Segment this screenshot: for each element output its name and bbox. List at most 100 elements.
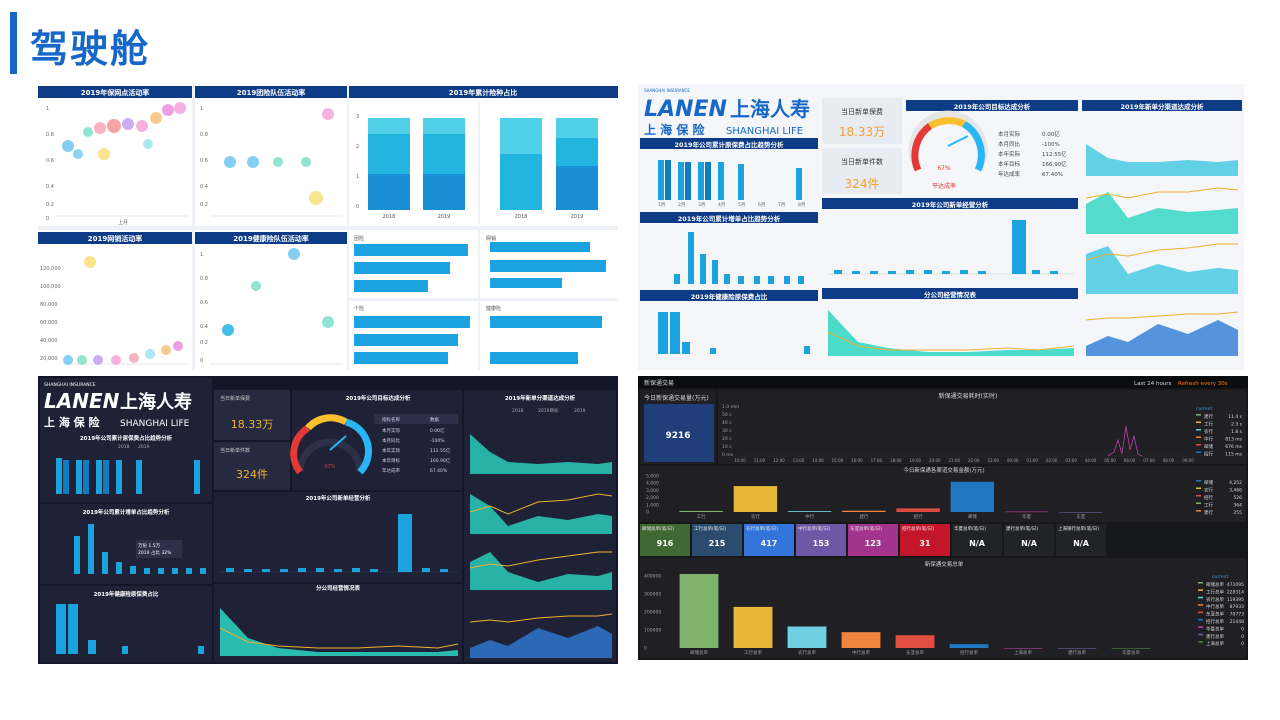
bar[interactable] [895,635,935,648]
stat-tile[interactable] [1056,524,1106,556]
stat-tile[interactable] [744,524,794,556]
stat-value: 153 [813,539,830,548]
x-tick: 2019 [438,214,451,220]
legend-item[interactable]: 上海总单 [1206,640,1224,647]
legend-item[interactable]: 华夏总单 [1206,625,1224,632]
legend-item[interactable]: 邮储总单 [1206,581,1224,588]
legend-item[interactable]: 农行 [1204,428,1213,435]
y-tick: 0.6 [46,158,54,164]
panel-title: 2019年公司累计增单占比趋势分析 [678,214,781,223]
legend-item[interactable]: 招行总单 [1206,618,1224,625]
y-tick: 100,000 [40,284,61,290]
legend-item[interactable]: 邮储 [1204,443,1213,450]
table-cell: 112.55亿 [430,447,451,454]
legend-item[interactable]: 东亚总单 [1206,611,1224,618]
bar[interactable] [679,574,719,648]
legend-swatch [1198,589,1203,591]
legend-item[interactable]: 招行 [1204,451,1213,458]
month-tick: 4月 [718,202,725,208]
panel-title: 2019年公司累计原保费占比趋势分析 [674,140,784,149]
bar[interactable] [787,511,832,512]
bar[interactable] [1111,648,1151,649]
legend-swatch [1196,451,1201,453]
legend-item[interactable]: 建行总单 [1206,633,1224,640]
stat-tile[interactable] [900,524,950,556]
y-tick: 50 s [722,412,732,418]
bar[interactable] [841,632,881,648]
svg-text:0: 0 [356,204,359,210]
table-cell: -100% [430,438,445,444]
legend-item[interactable]: 工行 [1204,502,1213,509]
x-tick: 00:00 [1007,458,1019,463]
stat-tile[interactable] [848,524,898,556]
bar[interactable] [1004,511,1049,513]
stat-tile[interactable] [952,524,1002,556]
stat-label: 上海银行总单(笔/日) [1058,525,1099,532]
dashboard-screenshot-dark-lanen: SHANGHAI INSURANCE LANEN 上海人寿 上 海 保 险 SH… [38,376,618,664]
stat-tile[interactable] [1004,524,1054,556]
kpi-label: 当日新单保费 [841,107,883,116]
bar[interactable] [733,486,778,512]
legend-item[interactable]: 建行 [1204,413,1213,420]
legend-value: 364 [1233,503,1242,509]
branch-area-chart [219,608,459,656]
legend-item: 2019目标 [538,407,559,414]
refresh-picker[interactable]: Refresh every 30s [1178,381,1228,387]
bar[interactable] [896,508,940,512]
legend-value: 1.8 s [1231,429,1243,435]
x-tick: 2018 [383,214,396,220]
bar[interactable] [787,626,827,648]
stat-value: 417 [761,539,778,548]
kpi-value: 324件 [845,177,880,191]
legend-value: 0 [1241,641,1244,647]
legend-item[interactable]: 建行 [1204,509,1213,516]
group-label: 网销 [486,235,496,242]
legend-item[interactable]: 中行 [1204,436,1213,443]
bar[interactable] [1003,648,1043,649]
legend-item[interactable]: 农行 [1204,487,1213,494]
legend-item[interactable]: 工行 [1204,421,1213,428]
table-cell: 年达成率 [382,467,400,474]
stat-label: 建行总单(笔/日) [1006,525,1038,532]
stat-label: 农行总单(笔/日) [746,525,778,532]
x-tick: 招行总单 [960,649,978,656]
bar[interactable] [733,606,773,648]
month-tick: 1月 [658,202,665,208]
branch-area-chart [827,310,1075,356]
month-tick: 3月 [698,202,705,208]
stat-tile[interactable] [640,524,690,556]
x-tick: 21:00 [948,458,960,463]
bar[interactable] [679,510,723,512]
legend-value: 526 [1233,495,1242,501]
stat-tile[interactable] [692,524,742,556]
legend-item[interactable]: 中行总单 [1206,603,1224,610]
bar[interactable] [950,481,995,512]
y-tick: 0.8 [46,132,54,138]
time-range-picker[interactable]: Last 24 hours [1134,381,1172,387]
legend-item[interactable]: 农行总单 [1206,596,1224,603]
legend-swatch [1196,495,1201,497]
bar[interactable] [842,510,886,512]
panel-title: 2019年新单分渠道达成分析 [505,394,576,402]
x-tick: 华夏 [1022,513,1031,520]
kpi-value: 324件 [236,468,268,481]
dashboard-picker[interactable]: 新保通交易 [644,379,674,387]
stat-tile[interactable] [796,524,846,556]
x-tick: 10:00 [734,458,746,463]
gauge-label: 平达成率 [932,182,956,190]
legend-item[interactable]: 工行总单 [1206,588,1224,595]
tooltip-text: 2019 占比 32% [138,549,172,556]
panel-title: 2019年健康险原保费占比 [691,292,768,301]
legend-value: 4,252 [1229,480,1242,486]
legend-item[interactable]: 招行 [1204,494,1213,501]
bar[interactable] [949,644,989,648]
bar[interactable] [1057,648,1097,649]
y-tick: 80,000 [40,302,58,308]
bar[interactable] [1059,512,1103,513]
y-tick: 1 [46,106,49,112]
ratio-bars [674,232,804,284]
panel-title: 2019团险队伍活动率 [237,88,305,97]
panel-title: 2019年公司目标达成分析 [346,394,411,402]
group-label: 团险 [354,235,364,242]
legend-item[interactable]: 邮储 [1204,479,1213,486]
